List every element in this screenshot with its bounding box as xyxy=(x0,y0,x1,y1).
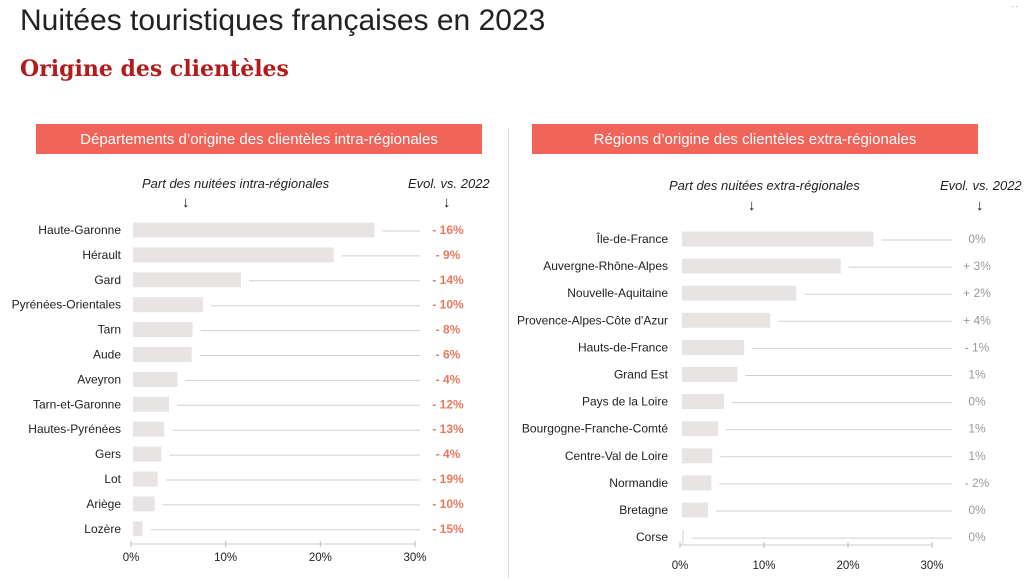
left-category-label: Ariège xyxy=(86,497,121,511)
left-chart-banner: Départements d’origine des clientèles in… xyxy=(36,124,482,154)
right-x-tick-label: 10% xyxy=(752,560,775,572)
right-evolution-label: 1% xyxy=(968,368,986,382)
page-title: Nuitées touristiques françaises en 2023 xyxy=(20,4,546,37)
right-category-label: Auvergne-Rhône-Alpes xyxy=(543,259,668,273)
panel-divider xyxy=(508,128,509,578)
left-evolution-label: - 12% xyxy=(432,397,464,411)
right-evolution-label: 0% xyxy=(968,232,986,246)
corner-mark: - - xyxy=(1011,4,1018,11)
right-evolution-label: + 3% xyxy=(963,259,991,273)
right-evolution-label: 0% xyxy=(968,395,986,409)
right-bar xyxy=(682,394,724,410)
right-category-label: Corse xyxy=(636,530,668,544)
right-bar xyxy=(682,339,745,355)
right-category-label: Île-de-France xyxy=(596,231,669,246)
left-bar xyxy=(133,471,158,487)
right-category-label: Pays de la Loire xyxy=(582,395,668,409)
left-category-label: Lozère xyxy=(84,522,121,536)
left-evolution-label: - 10% xyxy=(432,298,464,312)
left-category-label: Aude xyxy=(93,348,121,362)
left-category-label: Hérault xyxy=(82,248,121,262)
right-chart-banner: Régions d’origine des clientèles extra-r… xyxy=(532,124,978,154)
right-category-label: Provence-Alpes-Côte d'Azur xyxy=(517,313,668,327)
right-category-label: Nouvelle-Aquitaine xyxy=(567,286,668,300)
left-evolution-label: - 13% xyxy=(432,422,464,436)
right-evolution-label: + 2% xyxy=(963,286,991,300)
left-bar xyxy=(133,297,204,313)
left-x-tick-label: 30% xyxy=(403,552,426,564)
right-category-label: Grand Est xyxy=(614,368,669,382)
left-bar xyxy=(133,421,165,437)
right-evolution-label: + 4% xyxy=(963,313,991,327)
left-evolution-label: - 15% xyxy=(432,522,464,536)
left-bar xyxy=(133,446,162,462)
left-category-label: Pyrénées-Orientales xyxy=(12,298,121,312)
left-evol-arrow-icon: ↓ xyxy=(443,194,451,211)
right-bar xyxy=(682,475,712,491)
right-category-label: Normandie xyxy=(609,476,668,490)
left-evolution-label: - 19% xyxy=(432,472,464,486)
left-category-label: Tarn xyxy=(98,323,121,337)
right-evolution-label: - 2% xyxy=(965,476,990,490)
left-category-label: Lot xyxy=(104,472,121,486)
left-category-label: Gard xyxy=(94,273,121,287)
left-evolution-label: - 6% xyxy=(436,348,461,362)
right-x-tick-label: 20% xyxy=(836,560,859,572)
right-bar xyxy=(682,421,719,437)
right-share-header: Part des nuitées extra-régionales xyxy=(669,178,860,193)
left-evolution-label: - 4% xyxy=(436,447,461,461)
right-evolution-label: 1% xyxy=(968,449,986,463)
left-share-arrow-icon: ↓ xyxy=(182,194,190,211)
left-category-label: Tarn-et-Garonne xyxy=(33,397,121,411)
right-evol-arrow-icon: ↓ xyxy=(976,197,984,214)
left-bar xyxy=(133,272,241,288)
right-evolution-label: 0% xyxy=(968,530,986,544)
left-evolution-label: - 16% xyxy=(432,223,464,237)
right-bar xyxy=(682,448,713,464)
right-bar xyxy=(682,312,771,328)
left-bar xyxy=(133,521,143,537)
left-bar xyxy=(133,396,169,412)
right-bar xyxy=(682,367,738,382)
left-evolution-label: - 8% xyxy=(436,323,461,337)
left-category-label: Gers xyxy=(95,447,121,461)
left-bar xyxy=(133,371,178,387)
left-bar xyxy=(133,247,334,263)
page-subtitle: Origine des clientèles xyxy=(20,56,289,82)
left-category-label: Hautes-Pyrénées xyxy=(28,422,121,436)
left-category-label: Aveyron xyxy=(77,372,121,386)
right-evolution-label: 1% xyxy=(968,422,986,436)
right-x-tick-label: 0% xyxy=(672,560,689,572)
right-evol-header: Evol. vs. 2022 xyxy=(940,178,1022,193)
left-x-tick-label: 20% xyxy=(309,552,332,564)
left-evolution-label: - 14% xyxy=(432,273,464,287)
right-category-label: Centre-Val de Loire xyxy=(565,449,668,463)
right-bar xyxy=(682,502,709,518)
right-share-arrow-icon: ↓ xyxy=(748,197,756,214)
left-evolution-label: - 10% xyxy=(432,497,464,511)
right-bar xyxy=(682,285,797,301)
left-x-tick-label: 10% xyxy=(214,552,237,564)
right-x-tick-label: 30% xyxy=(920,560,943,572)
left-bar xyxy=(133,322,193,338)
left-evolution-label: - 4% xyxy=(436,372,461,386)
right-bar xyxy=(682,231,874,247)
left-share-header: Part des nuitées intra-régionales xyxy=(142,176,330,191)
left-bar xyxy=(133,347,192,362)
right-category-label: Bretagne xyxy=(619,503,668,517)
left-evol-header: Evol. vs. 2022 xyxy=(408,176,490,191)
left-bar xyxy=(133,496,155,512)
right-evolution-label: 0% xyxy=(968,503,986,517)
right-evolution-label: - 1% xyxy=(965,340,990,354)
right-bar xyxy=(682,258,841,274)
left-category-label: Haute-Garonne xyxy=(38,223,121,237)
right-bar xyxy=(682,529,684,545)
left-bar xyxy=(133,222,375,238)
right-category-label: Bourgogne-Franche-Comté xyxy=(522,422,668,436)
left-x-tick-label: 0% xyxy=(123,552,140,564)
right-category-label: Hauts-de-France xyxy=(578,340,668,354)
left-evolution-label: - 9% xyxy=(436,248,461,262)
